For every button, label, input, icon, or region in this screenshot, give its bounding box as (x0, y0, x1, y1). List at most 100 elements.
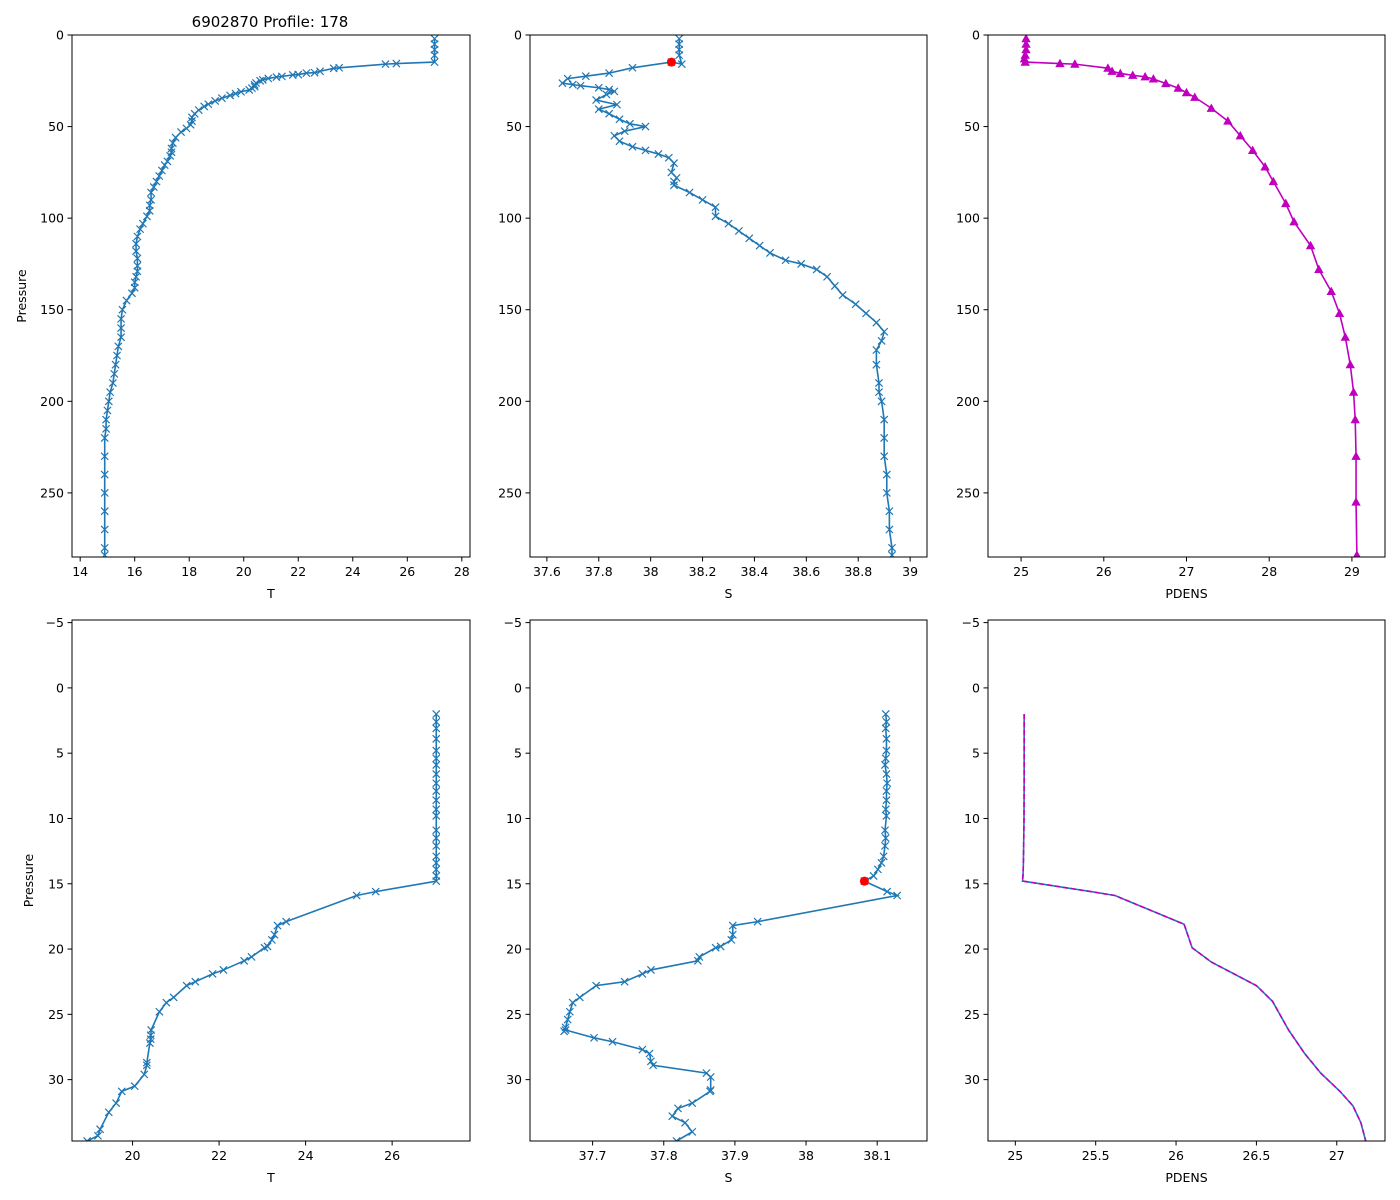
x-tick-label: 24 (298, 1148, 314, 1163)
axes-frame (529, 619, 928, 1142)
series-line-t (103, 38, 436, 556)
x-tick-label: 37.9 (721, 1148, 749, 1163)
data-point (882, 811, 891, 820)
data-point (1161, 78, 1171, 88)
x-tick-label: 26 (399, 564, 415, 579)
x-tick-label: 20 (236, 564, 252, 579)
data-point (140, 1070, 149, 1079)
chart-S-full: 37.6 37.8 38 38.2 38.4 38.6 38.8 39 0 50 100 150 200… (498, 28, 928, 601)
x-axis-label: PDENS (1165, 1170, 1207, 1185)
data-point (100, 507, 109, 516)
data-point (100, 488, 109, 497)
x-tick-label: 28 (1261, 564, 1277, 579)
data-point (880, 433, 889, 442)
data-point (1350, 414, 1360, 424)
axes-frame (529, 34, 928, 558)
data-point (882, 787, 891, 796)
data-point (1351, 451, 1361, 460)
data-point (100, 551, 109, 557)
data-point (226, 91, 235, 100)
data-point (130, 283, 139, 292)
data-point (861, 309, 871, 318)
data-point (432, 805, 441, 814)
data-point (1353, 550, 1361, 557)
data-point (211, 96, 220, 105)
data-point (392, 59, 401, 68)
data-point (155, 1007, 164, 1016)
data-point (136, 225, 145, 234)
x-tick-label: 27 (1329, 1148, 1345, 1163)
y-tick-label: −5 (962, 615, 980, 630)
data-point (163, 157, 172, 166)
y-axis-label: Pressure (21, 854, 36, 908)
data-point (247, 952, 256, 961)
data-point (620, 977, 629, 986)
y-tick-label: 5 (514, 746, 522, 761)
data-point (711, 943, 720, 952)
data-point (1148, 74, 1159, 83)
y-tick-label: 0 (514, 680, 522, 695)
data-point (138, 219, 147, 228)
data-point (352, 891, 361, 900)
data-point (190, 109, 199, 118)
data-point (182, 981, 191, 990)
data-point (133, 254, 142, 263)
data-point (432, 709, 441, 719)
data-point (102, 415, 111, 424)
y-tick-label: 50 (506, 119, 522, 134)
x-tick-label: 25 (1007, 1148, 1023, 1163)
data-point (187, 113, 196, 122)
data-point (1128, 70, 1138, 79)
data-point (155, 172, 164, 181)
y-tick-label: 150 (956, 302, 980, 317)
data-point (1115, 68, 1126, 78)
data-point (727, 935, 736, 944)
data-point (882, 746, 891, 755)
data-point (885, 507, 894, 516)
data-point (728, 930, 737, 939)
data-point (669, 159, 679, 168)
data-point (1247, 145, 1258, 154)
y-tick-label: 0 (514, 28, 522, 43)
series-line-pdens (1023, 38, 1358, 556)
data-point (581, 72, 590, 81)
data-point (127, 289, 136, 298)
data-point (432, 760, 441, 769)
x-tick-label: 16 (127, 564, 143, 579)
data-point (880, 452, 889, 461)
data-point (830, 281, 839, 290)
y-tick-label: 150 (498, 302, 522, 317)
x-tick-label: 37.8 (650, 1148, 678, 1163)
x-tick-label: 26 (1096, 564, 1112, 579)
data-point (872, 346, 881, 355)
data-point (145, 206, 154, 215)
data-point (260, 943, 269, 952)
data-point (885, 525, 894, 534)
data-point (602, 90, 611, 99)
data-point (100, 433, 109, 442)
data-point (118, 305, 127, 314)
data-point (812, 265, 821, 274)
y-tick-label: 5 (56, 746, 64, 761)
data-point (267, 935, 276, 944)
data-point (728, 921, 737, 930)
data-point (675, 51, 684, 60)
y-tick-label: 100 (956, 211, 980, 226)
series-line-s (560, 38, 893, 556)
data-point (880, 826, 890, 835)
x-axis-label: T (266, 1170, 275, 1185)
data-point (1181, 87, 1192, 97)
y-tick-label: 50 (964, 119, 980, 134)
y-tick-label: 250 (40, 485, 64, 500)
data-point (381, 60, 390, 69)
data-point (157, 166, 166, 175)
data-point (893, 891, 902, 900)
data-point (147, 188, 156, 197)
data-point (880, 760, 890, 769)
data-point (100, 470, 109, 479)
data-point (605, 85, 614, 94)
data-point (432, 734, 441, 743)
data-point (880, 327, 889, 336)
data-point (881, 754, 890, 763)
y-tick-label: 200 (956, 394, 980, 409)
